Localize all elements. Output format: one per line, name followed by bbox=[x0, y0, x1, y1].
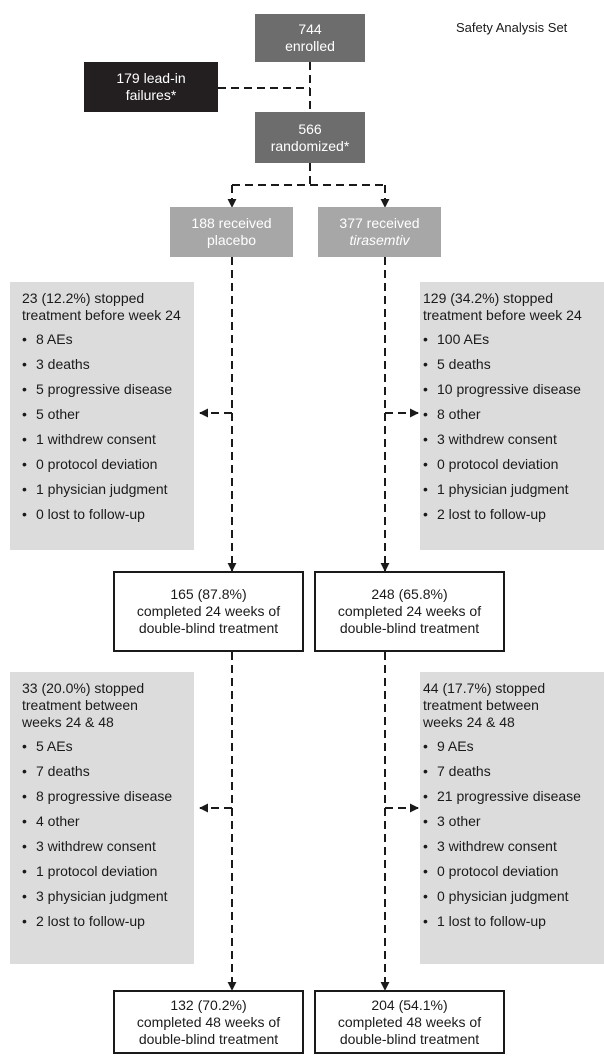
tirasemtiv-completed-week24-box: 248 (65.8%) completed 24 weeks of double… bbox=[314, 571, 505, 652]
panel-title-line: 23 (12.2%) stopped bbox=[22, 290, 145, 306]
completed-label: double-blind treatment bbox=[138, 620, 279, 636]
completed-count: 248 (65.8%) bbox=[371, 586, 448, 602]
reason-list: 5 AEs 7 deaths 8 progressive disease 4 o… bbox=[22, 734, 194, 934]
safety-analysis-set-label: Safety Analysis Set bbox=[456, 20, 568, 35]
reason-item: 9 AEs bbox=[423, 734, 604, 759]
enrolled-count: 744 bbox=[298, 21, 322, 37]
placebo-completed-week24-box: 165 (87.8%) completed 24 weeks of double… bbox=[113, 571, 304, 652]
placebo-arm-box: 188 received placebo bbox=[170, 207, 293, 257]
reason-item: 3 other bbox=[423, 809, 604, 834]
placebo-count: 188 received bbox=[191, 215, 272, 231]
reason-item: 1 physician judgment bbox=[423, 477, 604, 502]
reason-list: 9 AEs 7 deaths 21 progressive disease 3 … bbox=[423, 734, 604, 934]
panel-title-line: weeks 24 & 48 bbox=[22, 714, 114, 730]
panel-title-line: treatment between bbox=[22, 697, 138, 713]
reason-list: 100 AEs 5 deaths 10 progressive disease … bbox=[423, 327, 604, 527]
completed-label: completed 48 weeks of bbox=[136, 1013, 281, 1030]
lead-in-count: 179 lead-in bbox=[116, 70, 186, 86]
reason-item: 5 deaths bbox=[423, 352, 604, 377]
enrolled-box: 744 enrolled bbox=[255, 14, 365, 62]
tirasemtiv-arm-box: 377 received tirasemtiv bbox=[318, 207, 441, 257]
placebo-completed-week48-box: 132 (70.2%) completed 48 weeks of double… bbox=[113, 990, 304, 1054]
panel-title: 129 (34.2%) stopped treatment before wee… bbox=[423, 290, 604, 324]
reason-item: 21 progressive disease bbox=[423, 784, 604, 809]
panel-title-line: 33 (20.0%) stopped bbox=[22, 680, 145, 696]
completed-label: double-blind treatment bbox=[339, 620, 480, 636]
lead-in-failures-box: 179 lead-in failures* bbox=[84, 62, 218, 112]
completed-label: double-blind treatment bbox=[339, 1030, 480, 1047]
reason-item: 1 physician judgment bbox=[22, 477, 194, 502]
reason-item: 3 physician judgment bbox=[22, 884, 194, 909]
tirasemtiv-stopped-before-week24-panel: 129 (34.2%) stopped treatment before wee… bbox=[420, 282, 604, 550]
tirasemtiv-stopped-24-48-panel: 44 (17.7%) stopped treatment between wee… bbox=[420, 672, 604, 964]
placebo-label: placebo bbox=[206, 232, 257, 248]
completed-count: 132 (70.2%) bbox=[170, 996, 247, 1013]
reason-item: 5 AEs bbox=[22, 734, 194, 759]
completed-label: completed 24 weeks of bbox=[136, 603, 281, 619]
reason-item: 0 protocol deviation bbox=[22, 452, 194, 477]
reason-item: 5 other bbox=[22, 402, 194, 427]
randomized-label: randomized* bbox=[270, 137, 350, 154]
reason-list: 8 AEs 3 deaths 5 progressive disease 5 o… bbox=[22, 327, 194, 527]
completed-count: 204 (54.1%) bbox=[371, 996, 448, 1013]
panel-title-line: 129 (34.2%) stopped bbox=[423, 290, 553, 306]
completed-label: completed 24 weeks of bbox=[337, 603, 482, 619]
panel-title: 44 (17.7%) stopped treatment between wee… bbox=[423, 680, 604, 731]
reason-item: 3 withdrew consent bbox=[22, 834, 194, 859]
reason-item: 3 withdrew consent bbox=[423, 427, 604, 452]
completed-label: double-blind treatment bbox=[138, 1030, 279, 1047]
lead-in-label: failures* bbox=[125, 87, 177, 103]
placebo-stopped-24-48-panel: 33 (20.0%) stopped treatment between wee… bbox=[10, 672, 194, 964]
reason-item: 8 progressive disease bbox=[22, 784, 194, 809]
reason-item: 7 deaths bbox=[423, 759, 604, 784]
panel-title-line: 44 (17.7%) stopped bbox=[423, 680, 546, 696]
reason-item: 10 progressive disease bbox=[423, 377, 604, 402]
reason-item: 3 deaths bbox=[22, 352, 194, 377]
panel-title-line: treatment before week 24 bbox=[22, 307, 181, 323]
reason-item: 2 lost to follow-up bbox=[423, 502, 604, 527]
reason-item: 0 physician judgment bbox=[423, 884, 604, 909]
completed-count: 165 (87.8%) bbox=[170, 586, 247, 602]
panel-title-line: treatment between bbox=[423, 697, 539, 713]
panel-title-line: treatment before week 24 bbox=[423, 307, 582, 323]
reason-item: 7 deaths bbox=[22, 759, 194, 784]
reason-item: 8 other bbox=[423, 402, 604, 427]
randomized-count: 566 bbox=[298, 120, 322, 137]
panel-title: 33 (20.0%) stopped treatment between wee… bbox=[22, 680, 194, 731]
reason-item: 5 progressive disease bbox=[22, 377, 194, 402]
enrolled-label: enrolled bbox=[285, 38, 335, 54]
reason-item: 0 protocol deviation bbox=[423, 452, 604, 477]
panel-title-line: weeks 24 & 48 bbox=[423, 714, 515, 730]
reason-item: 1 withdrew consent bbox=[22, 427, 194, 452]
reason-item: 1 lost to follow-up bbox=[423, 909, 604, 934]
reason-item: 0 lost to follow-up bbox=[22, 502, 194, 527]
completed-label: completed 48 weeks of bbox=[337, 1013, 482, 1030]
tirasemtiv-label: tirasemtiv bbox=[349, 232, 410, 248]
reason-item: 4 other bbox=[22, 809, 194, 834]
reason-item: 2 lost to follow-up bbox=[22, 909, 194, 934]
tirasemtiv-count: 377 received bbox=[339, 215, 420, 231]
reason-item: 100 AEs bbox=[423, 327, 604, 352]
reason-item: 0 protocol deviation bbox=[423, 859, 604, 884]
placebo-stopped-before-week24-panel: 23 (12.2%) stopped treatment before week… bbox=[10, 282, 194, 550]
reason-item: 8 AEs bbox=[22, 327, 194, 352]
reason-item: 3 withdrew consent bbox=[423, 834, 604, 859]
panel-title: 23 (12.2%) stopped treatment before week… bbox=[22, 290, 194, 324]
randomized-box: 566 randomized* bbox=[255, 112, 365, 163]
tirasemtiv-completed-week48-box: 204 (54.1%) completed 48 weeks of double… bbox=[314, 990, 505, 1054]
reason-item: 1 protocol deviation bbox=[22, 859, 194, 884]
